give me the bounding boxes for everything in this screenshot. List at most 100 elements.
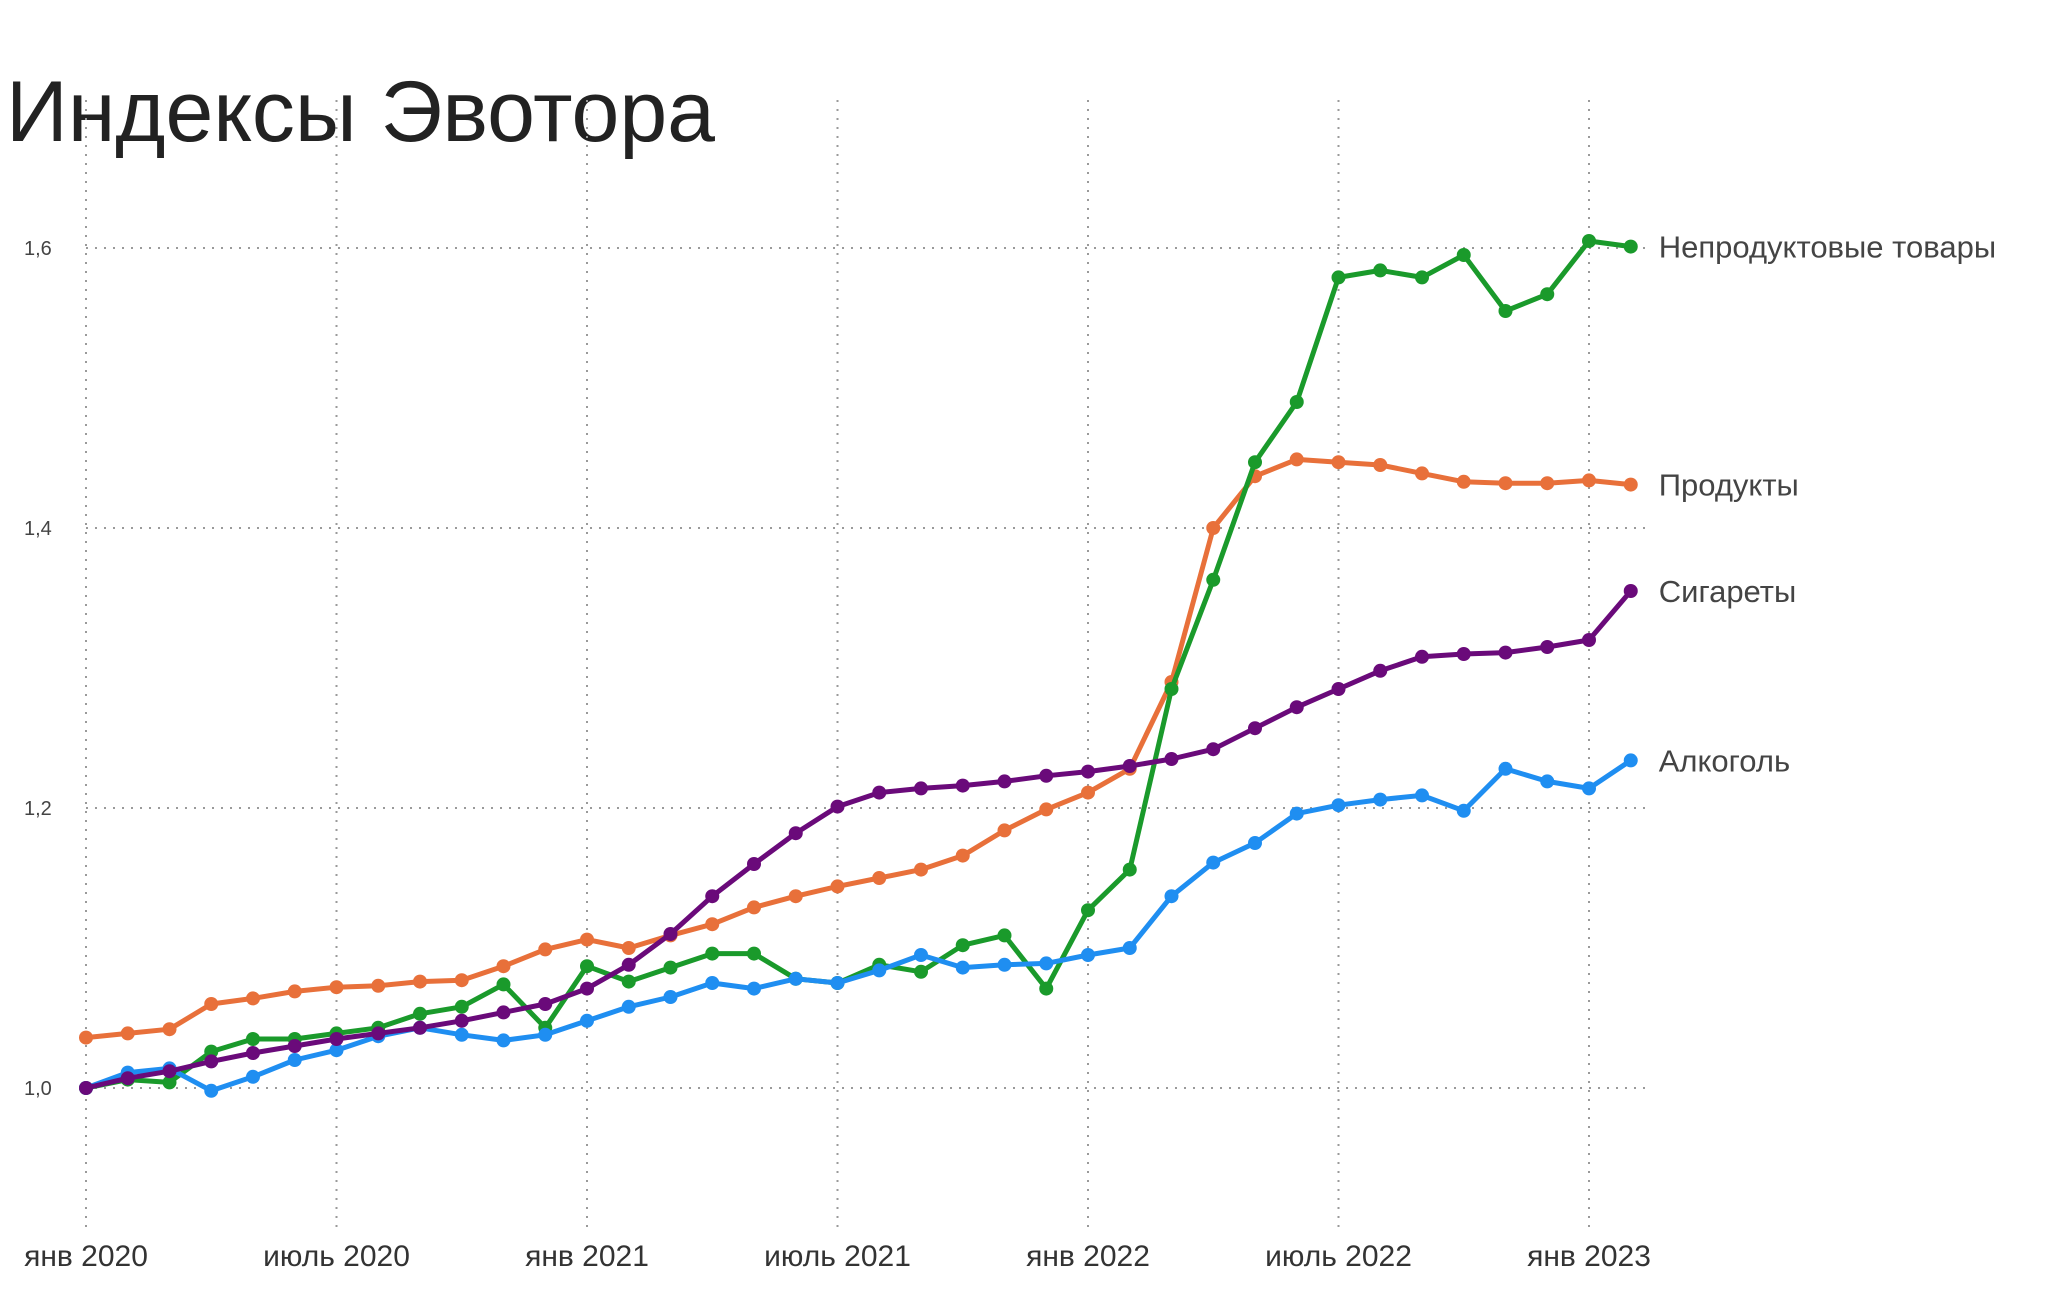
data-point <box>580 932 594 947</box>
data-point <box>1415 270 1429 285</box>
data-point <box>621 974 636 989</box>
series-label: Алкоголь <box>1659 743 1790 778</box>
data-point <box>1373 263 1388 278</box>
data-point <box>162 1064 177 1079</box>
data-point <box>747 857 761 871</box>
y-tick-label: 1,0 <box>24 1078 52 1100</box>
data-point <box>705 976 720 990</box>
x-tick-label: янв 2022 <box>1026 1240 1150 1273</box>
data-point <box>1081 785 1095 800</box>
data-point <box>705 889 720 904</box>
data-point <box>413 974 427 989</box>
data-point <box>454 1013 469 1028</box>
data-point <box>1081 948 1095 962</box>
series-line <box>83 238 1634 1091</box>
data-point <box>246 1032 260 1046</box>
data-point <box>1456 647 1471 661</box>
data-point <box>788 826 803 841</box>
data-point <box>621 999 636 1014</box>
data-point <box>1582 473 1596 488</box>
data-point <box>1039 768 1054 783</box>
data-point <box>1039 802 1054 817</box>
data-point <box>1582 234 1596 248</box>
data-point <box>914 862 928 877</box>
data-point <box>830 976 845 990</box>
data-point <box>1122 759 1137 773</box>
data-point <box>454 1027 469 1042</box>
data-point <box>621 957 636 972</box>
data-point <box>914 781 928 796</box>
data-point <box>1248 455 1262 470</box>
y-axis-ticks: 1,0 1,2 1,4 1,6 <box>24 238 52 1100</box>
data-point <box>955 778 970 793</box>
data-point <box>1206 572 1221 587</box>
data-point <box>204 1054 219 1069</box>
data-point <box>747 946 761 961</box>
data-point <box>287 984 302 999</box>
series-label: Сигареты <box>1659 574 1797 609</box>
series-label: Продукты <box>1659 468 1799 503</box>
data-point <box>997 957 1012 972</box>
data-point <box>663 960 678 975</box>
series-2 <box>79 584 1638 1095</box>
data-point <box>1582 781 1596 796</box>
data-point <box>1456 474 1471 489</box>
data-point <box>1373 458 1388 472</box>
x-tick-label: июль 2022 <box>1265 1240 1412 1273</box>
data-point <box>580 959 594 974</box>
series-line <box>83 588 1634 1091</box>
data-point <box>120 1026 135 1041</box>
data-point <box>1081 903 1095 918</box>
data-point <box>1373 663 1388 678</box>
data-point <box>1289 452 1304 467</box>
data-point <box>1039 981 1054 996</box>
data-point <box>496 1005 511 1020</box>
data-point <box>1331 798 1346 813</box>
data-point <box>1289 806 1304 821</box>
chart-title: Индексы Эвотора <box>6 64 715 160</box>
series-3 <box>79 753 1638 1098</box>
x-axis-ticks: янв 2020 июль 2020 янв 2021 июль 2021 янв 20… <box>24 1240 1651 1273</box>
data-point <box>997 774 1012 789</box>
data-point <box>705 917 720 932</box>
data-point <box>788 889 803 904</box>
data-point <box>872 785 887 800</box>
data-point <box>1498 761 1513 776</box>
data-point <box>1122 941 1137 955</box>
data-point <box>997 823 1012 838</box>
data-point <box>955 848 970 863</box>
data-point <box>872 871 887 885</box>
data-point <box>580 981 594 996</box>
data-point <box>788 971 803 986</box>
data-point <box>1081 764 1095 779</box>
data-point <box>287 1039 302 1053</box>
data-point <box>872 963 887 978</box>
data-point <box>1289 395 1304 409</box>
data-point <box>246 1069 260 1084</box>
data-point <box>1248 836 1262 850</box>
data-point <box>454 973 469 988</box>
data-point <box>204 1044 219 1059</box>
data-point <box>1456 803 1471 818</box>
data-point <box>1164 682 1179 696</box>
data-point <box>1331 682 1346 696</box>
grid <box>85 100 1650 1230</box>
data-point <box>955 960 970 975</box>
data-point <box>747 981 761 996</box>
data-point <box>538 997 553 1011</box>
data-point <box>413 1006 427 1021</box>
data-point <box>1122 862 1137 877</box>
data-point <box>1164 889 1179 904</box>
data-point <box>204 1083 219 1098</box>
data-point <box>1373 792 1388 807</box>
data-point <box>1456 248 1471 262</box>
data-point <box>1623 753 1638 768</box>
data-point <box>162 1075 177 1090</box>
data-point <box>1498 476 1513 491</box>
data-point <box>1540 287 1555 302</box>
data-point <box>1498 645 1513 660</box>
data-point <box>914 964 928 979</box>
data-point <box>329 1043 344 1058</box>
data-point <box>621 941 636 955</box>
